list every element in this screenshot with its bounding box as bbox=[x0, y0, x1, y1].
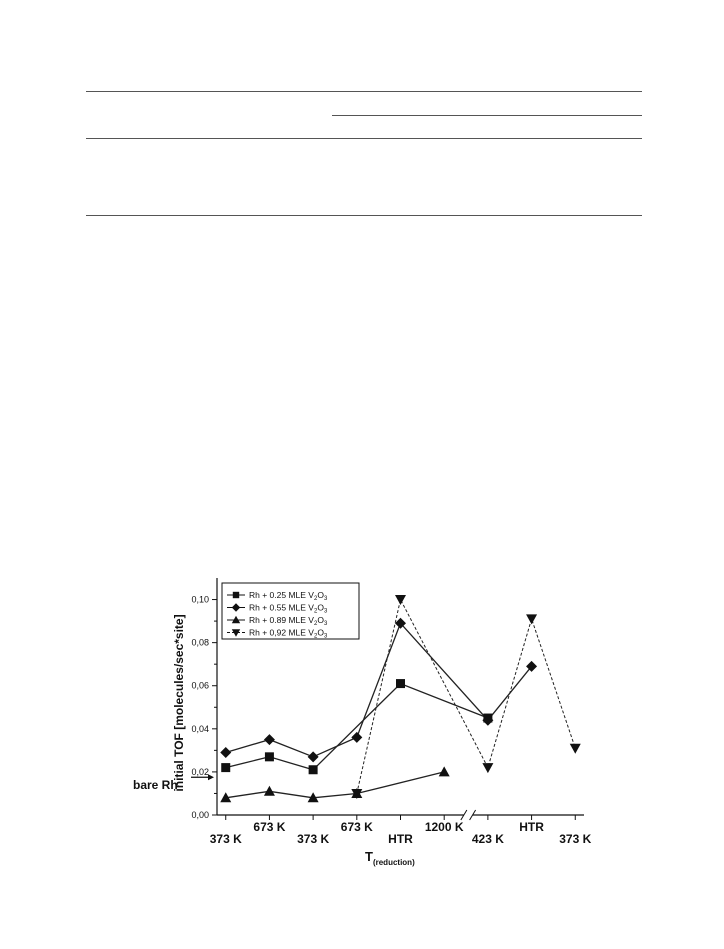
data-point-s2 bbox=[307, 751, 319, 763]
chart-ticks: 0,00 0,02 0,04 0,06 0,08 0,10 373 K 673 K 373 K 6… bbox=[191, 595, 591, 846]
data-point-s1 bbox=[308, 765, 318, 775]
data-point-s4 bbox=[351, 788, 363, 799]
legend-label: Rh + 0.89 MLE V2O3 bbox=[249, 615, 328, 627]
legend-label: Rh + 0.55 MLE V2O3 bbox=[249, 603, 328, 615]
y-tick-label: 0,08 bbox=[191, 638, 209, 648]
axis-break-mark bbox=[460, 809, 468, 821]
y-tick-label: 0,06 bbox=[191, 681, 209, 691]
bare-rh-label: bare Rh bbox=[133, 778, 178, 792]
legend-marker-square bbox=[232, 591, 240, 599]
top-rule bbox=[86, 91, 642, 92]
data-point-s2 bbox=[263, 734, 275, 746]
x-tick-label: 373 K bbox=[210, 832, 242, 846]
data-point-s2 bbox=[351, 731, 363, 743]
series-line-4 bbox=[356, 598, 576, 794]
x-axis-label: T(reduction) bbox=[365, 849, 415, 867]
legend-label: Rh + 0,92 MLE V2O3 bbox=[249, 628, 328, 640]
x-tick-label: HTR bbox=[519, 820, 544, 834]
data-point-s4 bbox=[395, 595, 406, 606]
legend-label: Rh + 0.25 MLE V2O3 bbox=[249, 590, 328, 602]
x-tick-label: 423 K bbox=[472, 832, 504, 846]
x-tick-label: 673 K bbox=[341, 820, 373, 834]
axis-break-mark bbox=[469, 809, 477, 821]
data-point-s4 bbox=[569, 743, 581, 754]
data-point-s4 bbox=[482, 763, 494, 774]
y-tick-label: 0,04 bbox=[191, 724, 209, 734]
data-point-s2 bbox=[395, 617, 406, 629]
series-line-3 bbox=[225, 771, 445, 799]
header-bottom-rule bbox=[86, 138, 642, 139]
x-axis-label-sub: (reduction) bbox=[373, 858, 415, 867]
y-tick-label: 0,10 bbox=[191, 595, 209, 605]
data-point-s1 bbox=[264, 752, 274, 762]
x-tick-label: HTR bbox=[388, 832, 413, 846]
y-tick-label: 0,00 bbox=[191, 810, 209, 820]
y-axis-label: initial TOF [molecules/sec*site] bbox=[172, 614, 186, 791]
x-tick-label: 373 K bbox=[559, 832, 591, 846]
legend-marker-triangle-up bbox=[231, 615, 241, 624]
legend-marker-diamond bbox=[231, 603, 241, 612]
legend-box bbox=[221, 582, 360, 640]
x-tick-label: 1200 K bbox=[425, 820, 464, 834]
data-point-s2 bbox=[482, 714, 494, 726]
legend-marker-triangle-down bbox=[231, 629, 241, 637]
data-point-s3 bbox=[263, 785, 275, 796]
data-point-s3 bbox=[438, 766, 450, 777]
data-point-s1 bbox=[221, 763, 231, 773]
data-point-s2 bbox=[220, 747, 232, 759]
x-tick-label: 373 K bbox=[297, 832, 329, 846]
x-axis-label-main: T bbox=[365, 849, 373, 864]
y-tick-label: 0,02 bbox=[191, 767, 209, 777]
bottom-rule bbox=[86, 215, 642, 216]
header-rule bbox=[332, 115, 642, 116]
x-tick-label: 673 K bbox=[253, 820, 285, 834]
chart-markers bbox=[220, 595, 581, 803]
data-point-s1 bbox=[396, 679, 405, 689]
chart-axes bbox=[191, 578, 584, 821]
data-point-s2 bbox=[526, 660, 538, 672]
data-point-s3 bbox=[307, 792, 319, 803]
data-point-s3 bbox=[220, 792, 232, 803]
bare-rh-arrow-icon bbox=[208, 774, 214, 781]
data-point-s4 bbox=[526, 614, 538, 625]
